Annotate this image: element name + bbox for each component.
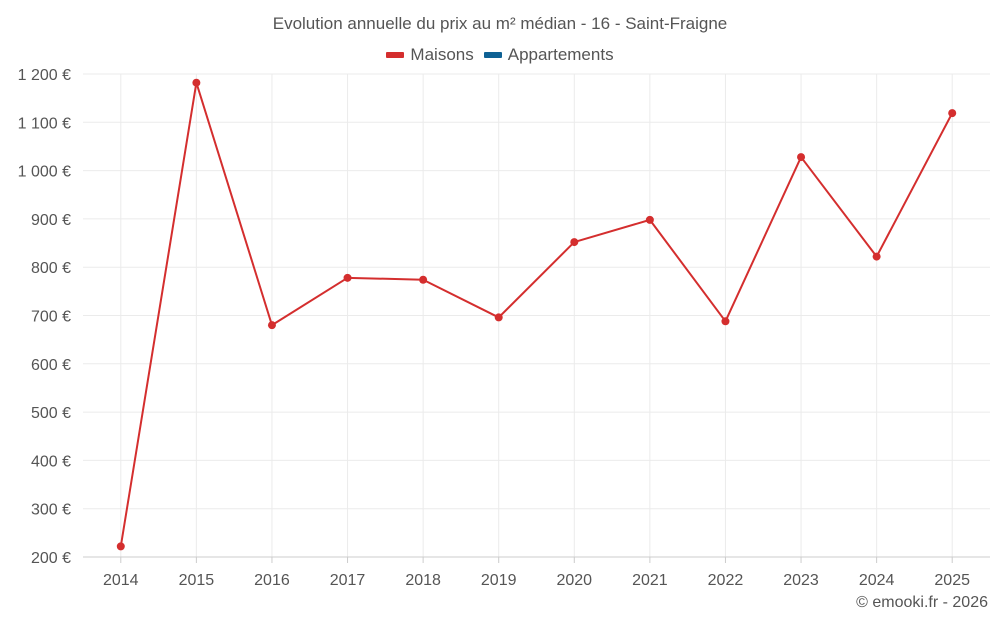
data-point-maisons [267, 321, 276, 330]
x-tick-label: 2016 [254, 572, 290, 589]
x-tick-label: 2018 [405, 572, 441, 589]
y-tick-label: 300 € [31, 502, 71, 519]
y-tick-label: 500 € [31, 405, 71, 422]
data-point-maisons [645, 215, 654, 224]
data-point-maisons [872, 252, 881, 261]
legend-label-maisons: Maisons [410, 45, 474, 64]
y-tick-label: 600 € [31, 357, 71, 374]
legend-label-appartements: Appartements [507, 45, 614, 64]
x-tick-label: 2017 [330, 572, 366, 589]
data-point-maisons [570, 238, 579, 247]
y-tick-label: 400 € [31, 453, 71, 470]
x-tick-label: 2021 [632, 572, 668, 589]
x-tick-label: 2015 [179, 572, 215, 589]
legend: Maisons Appartements [0, 45, 1000, 65]
y-tick-label: 1 100 € [18, 115, 71, 132]
data-point-maisons [721, 317, 730, 326]
legend-swatch-maisons [386, 52, 405, 58]
data-point-maisons [494, 313, 503, 322]
y-tick-label: 700 € [31, 309, 71, 326]
y-tick-label: 1 000 € [18, 164, 71, 181]
legend-swatch-appartements [483, 52, 502, 58]
legend-item-appartements[interactable]: Appartements [483, 45, 614, 65]
x-tick-label: 2024 [859, 572, 895, 589]
x-tick-label: 2019 [481, 572, 517, 589]
data-point-maisons [116, 542, 125, 551]
y-tick-label: 900 € [31, 212, 71, 229]
x-tick-label: 2020 [556, 572, 592, 589]
y-tick-label: 200 € [31, 550, 71, 567]
legend-item-maisons[interactable]: Maisons [386, 45, 474, 65]
x-tick-label: 2014 [103, 572, 139, 589]
x-tick-label: 2023 [783, 572, 819, 589]
data-point-maisons [419, 275, 428, 284]
x-tick-label: 2025 [934, 572, 970, 589]
credit-footer: © emooki.fr - 2026 [856, 594, 988, 611]
x-tick-label: 2022 [708, 572, 744, 589]
series-line-maisons [119, 81, 954, 547]
data-point-maisons [192, 78, 201, 87]
y-tick-label: 800 € [31, 260, 71, 277]
data-point-maisons [343, 273, 352, 282]
y-tick-label: 1 200 € [18, 67, 71, 84]
data-point-maisons [948, 109, 957, 118]
chart-title: Evolution annuelle du prix au m² médian … [272, 14, 728, 33]
data-point-maisons [797, 153, 806, 162]
